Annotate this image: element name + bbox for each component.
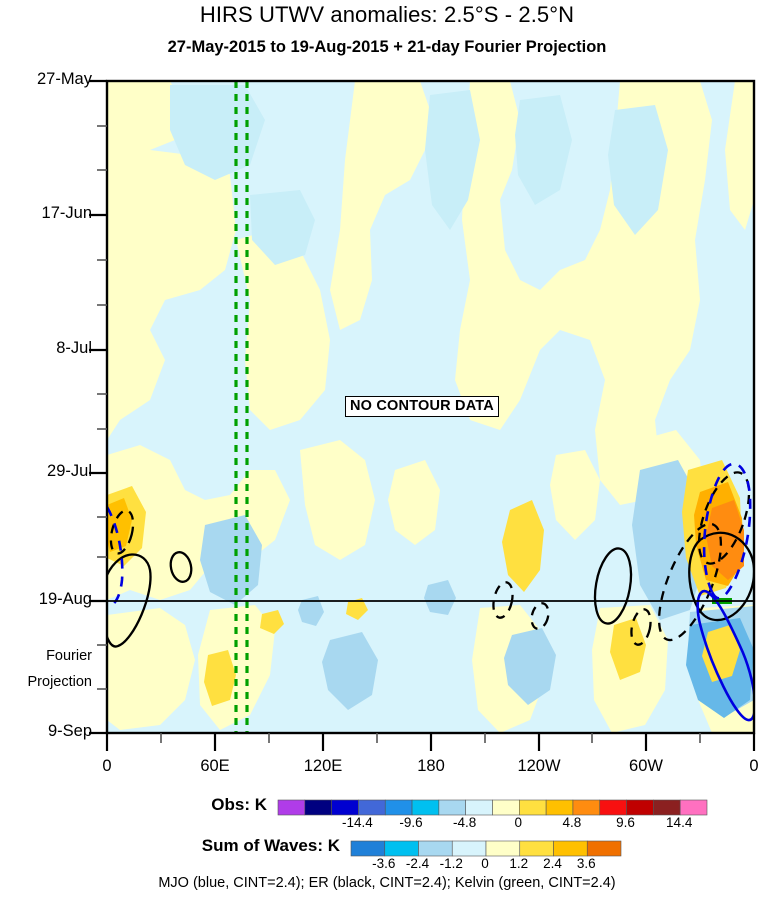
colorbar-swatch xyxy=(384,840,419,857)
colorbar-tick-obs-1: -9.6 xyxy=(399,815,423,830)
colorbar-swatch xyxy=(438,799,466,816)
colorbar-tick-obs-0: -14.4 xyxy=(342,815,373,830)
colorbar-obs xyxy=(277,799,708,816)
x-axis-minor-ticks xyxy=(160,733,701,743)
colorbar-swatch xyxy=(411,799,440,816)
x-axis-tick-label-6: 0 xyxy=(749,757,759,775)
colorbar-tick-sum_of_waves-3: 0 xyxy=(481,856,489,871)
colorbar-tick-sum_of_waves-2: -1.2 xyxy=(439,856,463,871)
y-axis-tick-label-3: 29-Jul xyxy=(47,462,92,480)
y-axis-tick-label-1: 17-Jun xyxy=(41,204,92,222)
colorbar-swatch xyxy=(485,840,521,857)
colorbar-title-obs: Obs: K xyxy=(211,795,267,814)
x-axis-tick-label-1: 60E xyxy=(200,757,230,775)
colorbar-swatch xyxy=(350,840,386,857)
kelvin-wave-line xyxy=(234,81,249,733)
colorbar-swatch xyxy=(277,799,306,816)
colorbar-tick-sum_of_waves-0: -3.6 xyxy=(372,856,396,871)
colorbar-sum_of_waves xyxy=(350,840,622,857)
colorbar-swatch xyxy=(451,840,487,857)
colorbar-swatch xyxy=(358,799,386,816)
colorbar-swatch xyxy=(545,799,574,816)
colorbar-tick-obs-3: 0 xyxy=(514,815,523,830)
x-axis-tick-label-5: 60W xyxy=(629,757,663,775)
colorbar-tick-sum_of_waves-5: 2.4 xyxy=(543,856,562,871)
y-axis-major-ticks xyxy=(89,79,107,735)
colorbar-swatch xyxy=(519,799,547,816)
colorbar-swatch xyxy=(626,799,654,816)
colorbar-swatch xyxy=(384,799,413,816)
colorbar-swatch xyxy=(492,799,520,816)
y-axis-tick-label-5: 9-Sep xyxy=(47,722,92,740)
mjo-wave-contour xyxy=(696,589,754,722)
x-axis-major-ticks xyxy=(105,733,756,751)
colorbar-tick-obs-5: 9.6 xyxy=(616,815,635,830)
colorbar-tick-obs-4: 4.8 xyxy=(562,815,582,830)
colorbar-swatch xyxy=(465,799,493,816)
page-title: HIRS UTWV anomalies: 2.5°S - 2.5°N xyxy=(199,2,575,27)
colorbar-swatch xyxy=(599,799,627,816)
colorbar-tick-obs-2: -4.8 xyxy=(453,815,477,830)
page-subtitle: 27-May-2015 to 19-Aug-2015 + 21-day Four… xyxy=(167,38,607,56)
er-wave-contour xyxy=(107,531,754,648)
colorbar-swatch xyxy=(553,840,588,857)
colorbar-title-sum_of_waves: Sum of Waves: K xyxy=(201,836,340,855)
colorbar-tick-sum_of_waves-1: -2.4 xyxy=(405,856,430,871)
x-axis-tick-label-2: 120E xyxy=(303,757,343,775)
y-axis-tick-label-2: 8-Jul xyxy=(56,339,92,357)
x-axis-tick-label-0: 0 xyxy=(102,757,112,775)
colorbar-swatch xyxy=(586,840,622,857)
colorbar-tick-obs-6: 14.4 xyxy=(666,815,693,830)
colorbar-tick-sum_of_waves-6: 3.6 xyxy=(576,856,596,871)
y-axis-tick-label-4: 19-Aug xyxy=(38,590,92,608)
mjo-wave-contour-dashed xyxy=(107,462,752,608)
y-axis-tick-label-0: 27-May xyxy=(36,70,92,88)
colorbar-swatch xyxy=(418,840,453,857)
colorbar-swatch xyxy=(679,799,708,816)
y-axis-minor-ticks xyxy=(97,125,107,690)
no-contour-data-badge: NO CONTOUR DATA xyxy=(345,396,499,417)
wave-legend-caption: MJO (blue, CINT=2.4); ER (black, CINT=2.… xyxy=(158,875,616,891)
x-axis-tick-label-4: 120W xyxy=(517,757,561,775)
y-axis-fourier-label-line1: Fourier xyxy=(46,648,92,664)
colorbar-tick-sum_of_waves-4: 1.2 xyxy=(509,856,529,871)
colorbar-swatch xyxy=(304,799,332,816)
hovmoller-plot xyxy=(89,79,756,751)
colorbar-swatch xyxy=(572,799,601,816)
colorbar-swatch xyxy=(331,799,359,816)
colorbar-swatch xyxy=(519,840,554,857)
y-axis-fourier-label-line2: Projection xyxy=(27,674,92,690)
x-axis-tick-label-3: 180 xyxy=(417,757,445,775)
colorbar-swatch xyxy=(653,799,681,816)
